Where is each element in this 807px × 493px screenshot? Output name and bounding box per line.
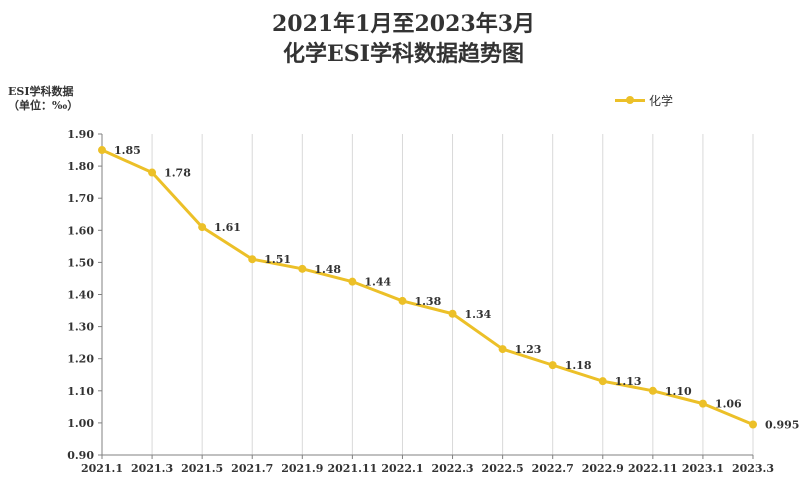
data-point xyxy=(598,377,607,386)
data-label: 0.995 xyxy=(765,419,799,432)
data-label: 1.18 xyxy=(565,359,592,372)
x-tick-label: 2023.3 xyxy=(732,462,774,475)
data-label: 1.48 xyxy=(314,263,341,276)
data-point xyxy=(398,296,407,305)
y-tick-label: 1.70 xyxy=(67,192,94,205)
chart-title-line1: 2021年1月至2023年3月 xyxy=(271,11,536,37)
y-tick-label: 1.50 xyxy=(67,256,94,269)
y-tick-label: 1.40 xyxy=(67,289,94,302)
data-label: 1.44 xyxy=(364,276,391,289)
data-point xyxy=(749,420,757,429)
data-point xyxy=(698,399,707,408)
y-tick-label: 1.20 xyxy=(67,353,94,366)
data-point xyxy=(148,168,157,177)
data-label: 1.38 xyxy=(414,295,441,308)
series-line-chemistry xyxy=(101,148,754,426)
y-tick-label: 1.60 xyxy=(67,224,94,237)
x-tick-label: 2021.9 xyxy=(281,462,323,475)
data-point xyxy=(648,386,657,395)
data-point xyxy=(348,277,357,286)
data-label: 1.23 xyxy=(515,343,542,356)
data-label: 1.13 xyxy=(615,375,642,388)
legend-label: 化学 xyxy=(649,93,674,108)
x-tick-label: 2021.5 xyxy=(181,462,223,475)
data-point xyxy=(498,345,507,354)
x-tick-label: 2021.1 xyxy=(81,462,123,475)
x-tick-label: 2021.3 xyxy=(131,462,173,475)
data-label: 1.06 xyxy=(715,398,742,411)
chart-title-line2: 化学ESI学科数据趋势图 xyxy=(283,41,524,67)
x-tick-label: 2022.3 xyxy=(431,462,473,475)
y-axis-label-line2: （单位：‰） xyxy=(8,99,79,112)
data-point xyxy=(448,309,457,318)
y-tick-label: 1.90 xyxy=(67,128,94,141)
data-label: 1.34 xyxy=(465,308,492,321)
y-axis-label-line1: ESI学科数据 xyxy=(8,85,74,98)
y-tick-label: 1.80 xyxy=(67,160,94,173)
data-label: 1.85 xyxy=(114,144,141,157)
x-tick-label: 2022.1 xyxy=(381,462,423,475)
data-point xyxy=(298,264,307,273)
x-tick-label: 2022.11 xyxy=(628,462,678,475)
data-point xyxy=(198,223,207,232)
data-point xyxy=(548,361,557,370)
y-tick-label: 1.10 xyxy=(67,385,94,398)
y-tick-label: 0.90 xyxy=(67,449,94,462)
data-label: 1.78 xyxy=(164,167,191,180)
x-tick-label: 2021.7 xyxy=(231,462,273,475)
x-tick-label: 2021.11 xyxy=(328,462,378,475)
data-label: 1.51 xyxy=(264,253,291,266)
legend: 化学 xyxy=(615,92,673,108)
x-tick-label: 2022.7 xyxy=(532,462,574,475)
data-point xyxy=(98,146,106,155)
x-tick-label: 2023.1 xyxy=(682,462,724,475)
x-tick-label: 2022.9 xyxy=(582,462,624,475)
data-point xyxy=(248,255,257,264)
data-label: 1.10 xyxy=(665,385,692,398)
legend-swatch xyxy=(615,92,645,108)
x-tick-label: 2022.5 xyxy=(482,462,524,475)
y-tick-label: 1.00 xyxy=(67,417,94,430)
y-tick-label: 1.30 xyxy=(67,321,94,334)
data-label: 1.61 xyxy=(214,221,241,234)
